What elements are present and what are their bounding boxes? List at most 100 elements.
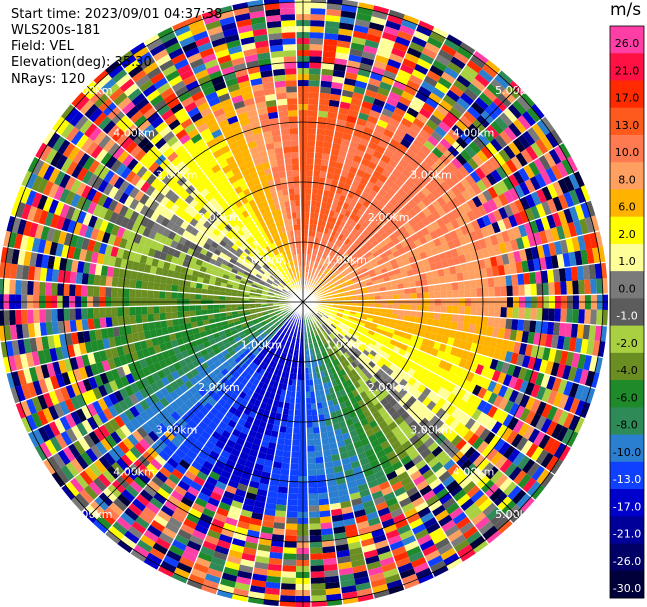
radar-gate <box>323 357 329 365</box>
radar-gate <box>337 233 344 241</box>
radar-gate <box>508 389 520 403</box>
radar-gate <box>408 491 423 503</box>
radar-gate <box>146 524 162 538</box>
radar-gate <box>319 516 332 524</box>
radar-gate <box>533 332 541 346</box>
radar-gate <box>411 69 427 81</box>
radar-gate <box>27 309 34 324</box>
radar-gate <box>557 209 568 226</box>
radar-gate <box>552 180 564 197</box>
radar-gate <box>505 430 518 445</box>
radar-gate <box>205 455 218 466</box>
radar-gate <box>565 237 575 253</box>
radar-gate <box>261 333 269 340</box>
radar-gate <box>283 320 289 326</box>
radar-gate <box>233 442 244 452</box>
radar-gate <box>481 214 492 227</box>
radar-gate <box>179 556 196 569</box>
radar-gate <box>309 541 323 548</box>
radar-gate <box>252 506 265 515</box>
radar-gate <box>105 276 113 287</box>
radar-gate <box>321 252 327 259</box>
radar-gate <box>267 338 274 345</box>
radar-gate <box>477 457 491 472</box>
radar-gate <box>456 399 467 411</box>
radar-gate <box>453 169 465 182</box>
radar-gate <box>343 311 350 316</box>
radar-gate <box>337 107 350 116</box>
radar-gate <box>451 281 459 291</box>
radar-gate <box>550 164 563 181</box>
radar-gate <box>347 171 356 181</box>
radar-gate <box>347 54 362 63</box>
radar-gate <box>328 249 335 256</box>
radar-gate <box>108 417 121 432</box>
radar-gate <box>204 573 222 584</box>
radar-gate <box>276 498 288 506</box>
radar-gate <box>430 130 444 143</box>
radar-gate <box>225 303 232 309</box>
radar-gate <box>570 265 579 281</box>
radar-gate <box>386 450 398 461</box>
radar-gate <box>508 201 520 215</box>
radar-gate <box>444 415 456 427</box>
radar-gate <box>474 424 486 438</box>
radar-gate <box>276 437 285 445</box>
radar-gate <box>440 369 450 380</box>
radar-gate <box>382 244 390 252</box>
radar-gate <box>399 24 416 36</box>
radar-gate <box>383 523 398 534</box>
radar-gate <box>206 529 221 540</box>
radar-gate <box>231 292 238 297</box>
radar-gate <box>102 394 114 408</box>
radar-gate <box>321 401 329 409</box>
radar-gate <box>69 356 79 371</box>
radar-gate <box>495 166 508 180</box>
radar-gate <box>374 342 383 350</box>
radar-gate <box>320 68 334 76</box>
radar-gate <box>522 164 536 179</box>
radar-gate <box>445 313 453 322</box>
radar-gate <box>506 307 513 319</box>
radar-gate <box>485 60 502 74</box>
radar-gate <box>380 291 387 296</box>
radar-gate <box>166 319 174 328</box>
radar-gate <box>244 541 259 550</box>
radar-gate <box>381 425 392 436</box>
radar-gate <box>180 475 194 487</box>
radar-gate <box>360 382 369 392</box>
radar-gate <box>108 336 117 349</box>
radar-gate <box>528 160 541 177</box>
radar-gate <box>455 516 472 530</box>
radar-gate <box>310 601 327 607</box>
radar-gate <box>439 312 447 321</box>
radar-gate <box>279 324 285 331</box>
radar-gate <box>503 263 512 276</box>
radar-gate <box>324 575 340 584</box>
radar-gate <box>368 307 375 312</box>
radar-gate <box>347 109 360 118</box>
radar-gate <box>277 492 288 500</box>
radar-gate <box>545 167 558 184</box>
radar-gate <box>380 231 389 240</box>
radar-gate <box>519 380 530 394</box>
radar-gate <box>202 579 220 590</box>
radar-gate <box>150 458 163 471</box>
radar-gate <box>359 488 372 498</box>
radar-gate <box>335 161 344 170</box>
radar-gate <box>446 257 455 267</box>
radar-gate <box>439 454 452 467</box>
radar-gate <box>353 86 367 95</box>
radar-gate <box>450 374 461 386</box>
radar-gate <box>236 482 249 492</box>
radar-gate <box>423 516 438 529</box>
radar-gate <box>452 79 468 93</box>
radar-gate <box>517 318 525 331</box>
radar-gate <box>583 233 593 250</box>
radar-gate <box>328 333 335 341</box>
radar-gate <box>352 279 360 284</box>
radar-gate <box>440 43 457 57</box>
radar-gate <box>413 253 422 262</box>
radar-gate <box>241 345 249 353</box>
radar-gate <box>119 511 135 526</box>
